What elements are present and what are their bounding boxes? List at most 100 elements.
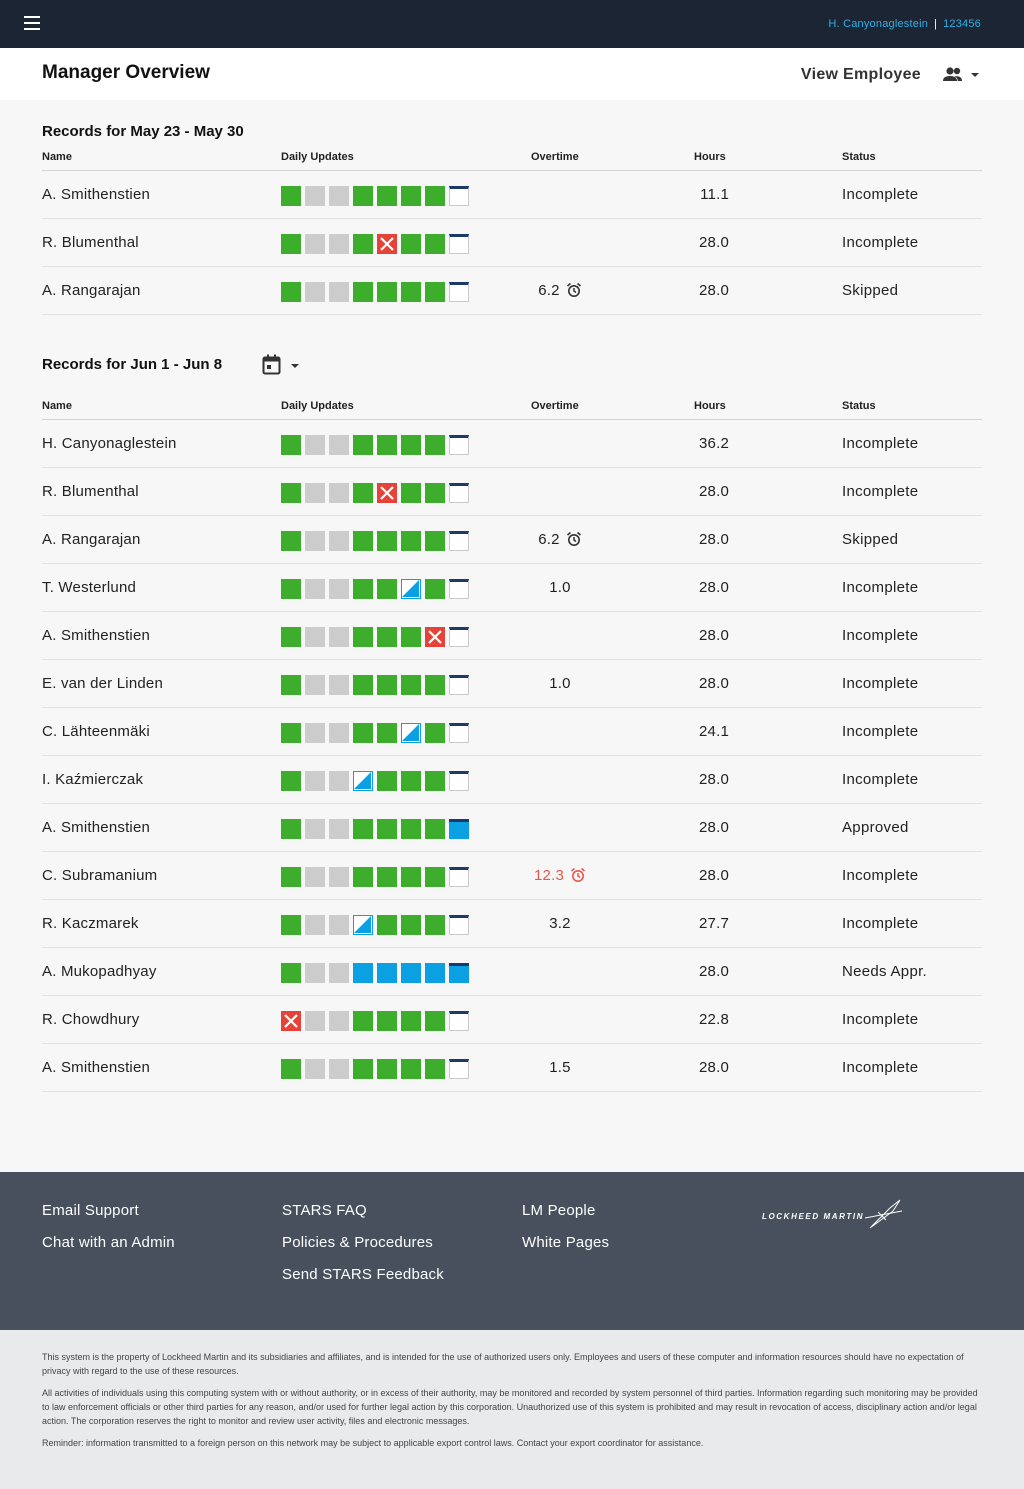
day-cell-submitted[interactable]	[281, 234, 301, 254]
table-row[interactable]: H. Canyonaglestein 36.2 Incomplete	[42, 420, 982, 468]
day-cell-submitted[interactable]	[401, 819, 421, 839]
day-cell-open[interactable]	[449, 915, 469, 935]
day-cell-weekend[interactable]	[329, 1011, 349, 1031]
day-cell-submitted[interactable]	[377, 186, 397, 206]
day-cell-open[interactable]	[449, 1059, 469, 1079]
day-cell-submitted[interactable]	[377, 675, 397, 695]
day-cell-submitted[interactable]	[377, 1059, 397, 1079]
day-cell-submitted[interactable]	[401, 483, 421, 503]
day-cell-weekend[interactable]	[329, 819, 349, 839]
table-row[interactable]: R. Chowdhury 22.8 Incomplete	[42, 996, 982, 1044]
day-cell-weekend[interactable]	[329, 186, 349, 206]
day-cell-submitted[interactable]	[353, 819, 373, 839]
day-cell-weekend[interactable]	[305, 1011, 325, 1031]
view-employee-button[interactable]: View Employee	[800, 66, 921, 83]
day-cell-submitted[interactable]	[353, 282, 373, 302]
employee-name[interactable]: E. van der Linden	[42, 675, 163, 692]
day-cell-partial[interactable]	[353, 915, 373, 935]
day-cell-weekend[interactable]	[329, 483, 349, 503]
table-row[interactable]: A. Rangarajan 6.2 28.0 Skipped	[42, 267, 982, 315]
table-row[interactable]: A. Mukopadhyay 28.0 Needs Appr.	[42, 948, 982, 996]
day-cell-weekend[interactable]	[305, 531, 325, 551]
day-cell-submitted[interactable]	[401, 771, 421, 791]
employee-name[interactable]: A. Rangarajan	[42, 282, 141, 299]
day-cell-submitted[interactable]	[425, 675, 445, 695]
day-cell-submitted[interactable]	[401, 627, 421, 647]
day-cell-submitted[interactable]	[377, 1011, 397, 1031]
table-row[interactable]: R. Blumenthal 28.0 Incomplete	[42, 219, 982, 267]
day-cell-submitted[interactable]	[353, 579, 373, 599]
day-cell-submitted[interactable]	[377, 915, 397, 935]
day-cell-submitted[interactable]	[425, 1059, 445, 1079]
day-cell-submitted[interactable]	[425, 1011, 445, 1031]
employee-name[interactable]: R. Kaczmarek	[42, 915, 139, 932]
stars-faq-link[interactable]: STARS FAQ	[282, 1202, 367, 1219]
day-cell-submitted[interactable]	[401, 867, 421, 887]
day-cell-weekend[interactable]	[329, 579, 349, 599]
day-cell-weekend[interactable]	[305, 675, 325, 695]
day-cell-submitted[interactable]	[353, 435, 373, 455]
day-cell-weekend[interactable]	[329, 627, 349, 647]
day-cell-open[interactable]	[449, 234, 469, 254]
white-pages-link[interactable]: White Pages	[522, 1234, 610, 1251]
day-cell-submitted[interactable]	[377, 282, 397, 302]
day-cell-pending-approval[interactable]	[377, 963, 397, 983]
day-cell-submitted[interactable]	[425, 915, 445, 935]
day-cell-rejected[interactable]	[281, 1011, 301, 1031]
day-cell-weekend[interactable]	[305, 819, 325, 839]
day-cell-submitted[interactable]	[401, 1059, 421, 1079]
day-cell-submitted[interactable]	[281, 531, 301, 551]
employee-name[interactable]: A. Smithenstien	[42, 186, 151, 203]
table-row[interactable]: A. Smithenstien 11.1 Incomplete	[42, 171, 982, 219]
day-cell-weekend[interactable]	[305, 579, 325, 599]
day-cell-weekend[interactable]	[329, 1059, 349, 1079]
day-cell-submitted[interactable]	[281, 867, 301, 887]
day-cell-submitted[interactable]	[281, 723, 301, 743]
day-cell-submitted[interactable]	[353, 1011, 373, 1031]
employee-name[interactable]: A. Smithenstien	[42, 819, 151, 836]
day-cell-weekend[interactable]	[329, 435, 349, 455]
day-cell-submitted[interactable]	[425, 819, 445, 839]
day-cell-submitted[interactable]	[281, 771, 301, 791]
day-cell-weekend[interactable]	[329, 723, 349, 743]
day-cell-partial[interactable]	[401, 723, 421, 743]
employee-name[interactable]: A. Rangarajan	[42, 531, 141, 548]
feedback-link[interactable]: Send STARS Feedback	[282, 1266, 444, 1283]
day-cell-submitted[interactable]	[281, 915, 301, 935]
day-cell-rejected[interactable]	[377, 483, 397, 503]
day-cell-submitted[interactable]	[353, 675, 373, 695]
day-cell-submitted[interactable]	[377, 627, 397, 647]
table-row[interactable]: A. Smithenstien 28.0 Incomplete	[42, 612, 982, 660]
day-cell-pending-approval[interactable]	[353, 963, 373, 983]
day-cell-submitted[interactable]	[353, 867, 373, 887]
day-cell-submitted[interactable]	[401, 234, 421, 254]
day-cell-weekend[interactable]	[305, 867, 325, 887]
employee-name[interactable]: A. Smithenstien	[42, 1059, 151, 1076]
day-cell-submitted[interactable]	[425, 282, 445, 302]
day-cell-rejected[interactable]	[377, 234, 397, 254]
day-cell-open[interactable]	[449, 483, 469, 503]
day-cell-submitted[interactable]	[401, 435, 421, 455]
day-cell-open[interactable]	[449, 579, 469, 599]
employee-name[interactable]: R. Chowdhury	[42, 1011, 140, 1028]
day-cell-submitted[interactable]	[353, 1059, 373, 1079]
day-cell-submitted[interactable]	[401, 675, 421, 695]
day-cell-weekend[interactable]	[329, 915, 349, 935]
day-cell-submitted[interactable]	[425, 867, 445, 887]
table-row[interactable]: A. Rangarajan 6.2 28.0 Skipped	[42, 516, 982, 564]
day-cell-submitted[interactable]	[281, 675, 301, 695]
day-cell-partial[interactable]	[353, 771, 373, 791]
day-cell-submitted[interactable]	[377, 819, 397, 839]
employee-name[interactable]: R. Blumenthal	[42, 483, 139, 500]
day-cell-submitted[interactable]	[281, 579, 301, 599]
chat-admin-link[interactable]: Chat with an Admin	[42, 1234, 175, 1251]
people-dropdown-button[interactable]	[942, 66, 982, 86]
day-cell-submitted[interactable]	[353, 483, 373, 503]
day-cell-weekend[interactable]	[305, 435, 325, 455]
day-cell-submitted[interactable]	[353, 723, 373, 743]
day-cell-submitted[interactable]	[353, 627, 373, 647]
day-cell-weekend[interactable]	[329, 771, 349, 791]
day-cell-submitted[interactable]	[425, 579, 445, 599]
day-cell-open[interactable]	[449, 723, 469, 743]
table-row[interactable]: T. Westerlund 1.0 28.0 Incomplete	[42, 564, 982, 612]
